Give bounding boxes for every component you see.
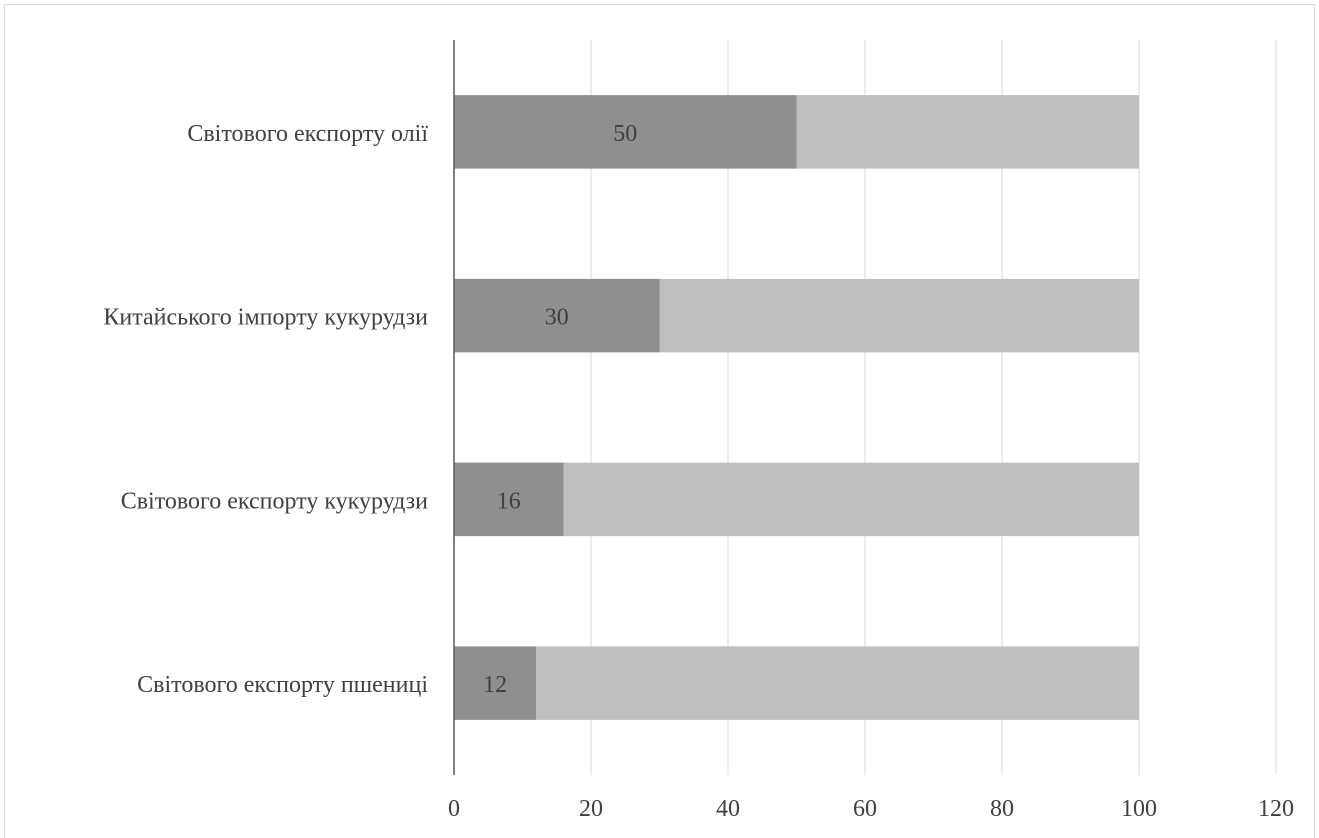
x-tick-label: 40 (716, 796, 740, 822)
x-tick-label: 20 (579, 796, 603, 822)
bar-segment (454, 278, 660, 353)
x-tick-label: 100 (1121, 796, 1157, 822)
bar-segment (454, 95, 797, 169)
category-label: Світового експорту олії (187, 121, 428, 147)
category-label: Китайського імпорту кукурудзи (103, 305, 428, 331)
bar-segment (563, 462, 1139, 537)
data-label: 50 (613, 121, 637, 147)
x-tick-label: 80 (990, 796, 1014, 822)
bar-segment (454, 462, 564, 537)
bar-segment (536, 646, 1139, 720)
category-label: Світового експорту кукурудзи (121, 488, 428, 514)
bar-segment (659, 278, 1139, 353)
category-label: Світового експорту пшениці (137, 672, 428, 698)
x-tick-label: 60 (853, 796, 877, 822)
bar-segment (796, 95, 1139, 169)
x-tick-label: 120 (1258, 796, 1294, 822)
bars (454, 95, 1139, 720)
data-label: 12 (483, 672, 507, 698)
labels: 0 20 40 60 80 100 120 12 Світового експорту пшен… (103, 121, 1294, 822)
data-label: 30 (545, 305, 569, 331)
data-label: 16 (497, 488, 521, 514)
bar-segment (454, 646, 537, 720)
x-tick-label: 0 (448, 796, 460, 822)
